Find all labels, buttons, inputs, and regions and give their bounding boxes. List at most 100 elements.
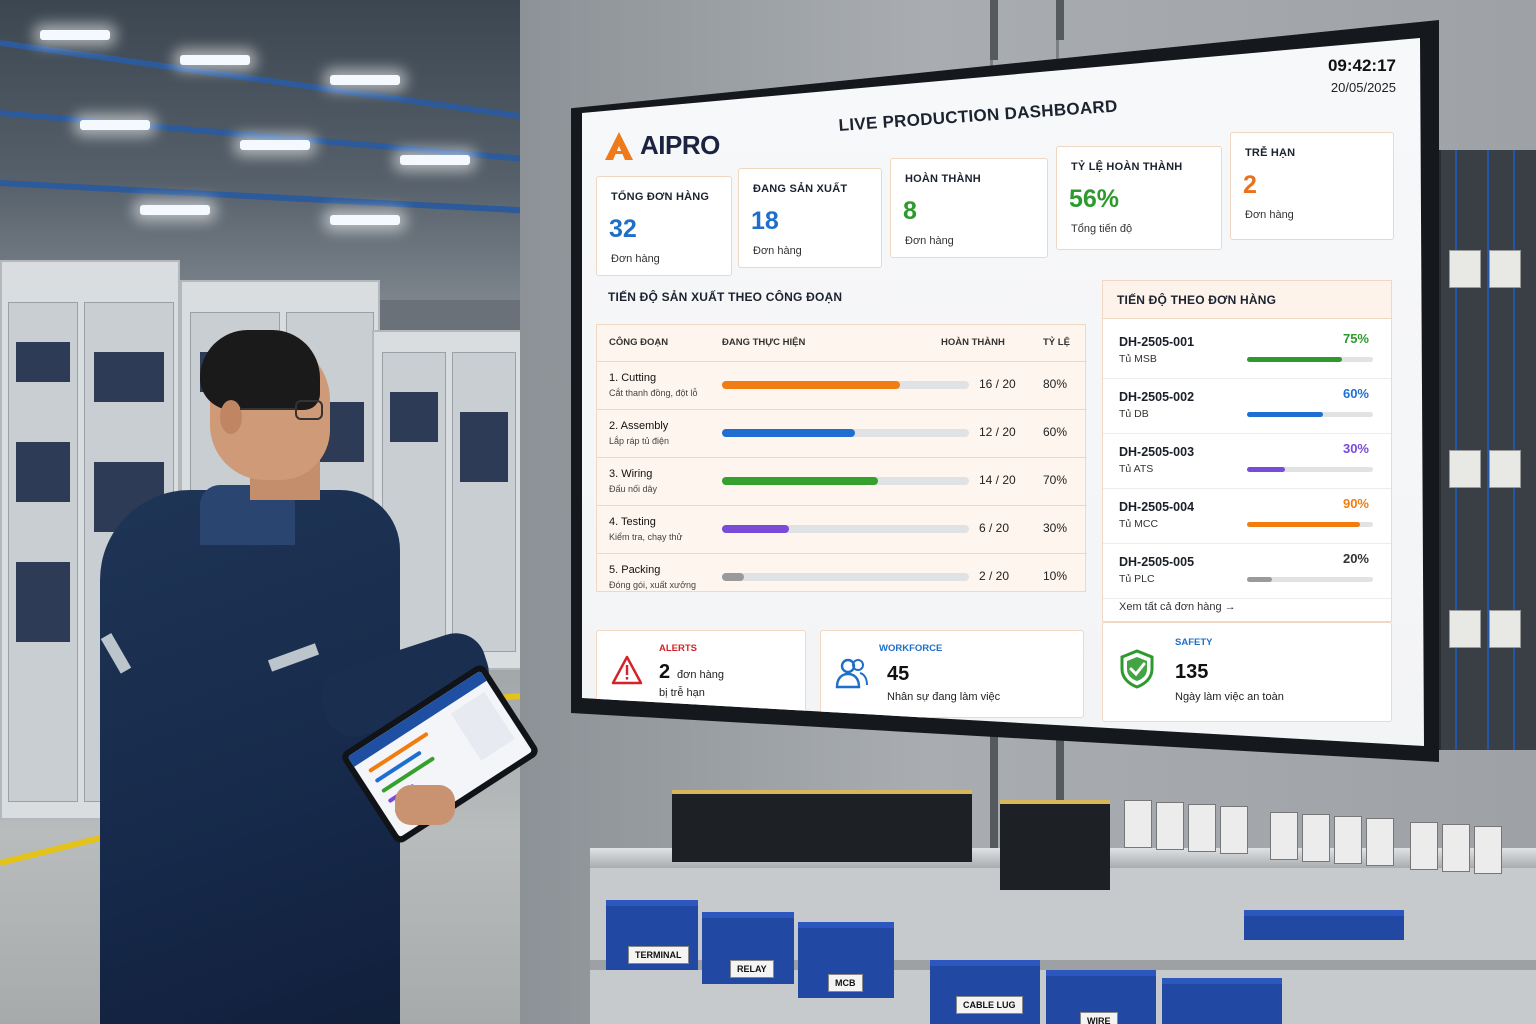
- column-header-rate: TỶ LỆ: [1043, 337, 1070, 348]
- alerts-card: ALERTS 2 đơn hàng bị trễ hạn: [596, 630, 806, 714]
- order-percent: 60%: [1342, 386, 1369, 401]
- kpi-card-completion-rate: TỶ LỆ HOÀN THÀNH 56% Tổng tiến độ: [1056, 146, 1222, 250]
- order-progress-track: [1247, 467, 1373, 472]
- stage-count: 6 / 20: [979, 521, 1010, 535]
- stage-progress-table: CÔNG ĐOẠN ĐANG THỰC HIỆN HOÀN THÀNH TỶ L…: [596, 324, 1087, 592]
- stage-count: 2 / 20: [979, 569, 1010, 583]
- order-id: DH-2505-004: [1119, 500, 1195, 514]
- safety-card: SAFETY 135 Ngày làm việc an toàn: [1102, 622, 1392, 722]
- electrical-panel: [1438, 150, 1536, 750]
- kpi-value: 56%: [1069, 185, 1120, 213]
- workforce-text: Nhân sự đang làm việc: [887, 691, 1001, 703]
- kpi-unit: Đơn hàng: [753, 245, 802, 257]
- stage-progress-fill: [722, 477, 878, 485]
- stage-progress-fill: [722, 381, 900, 389]
- bin-label: TERMINAL: [628, 946, 689, 964]
- kpi-unit: Đơn hàng: [611, 253, 660, 265]
- kpi-value: 32: [609, 215, 637, 243]
- workforce-card: WORKFORCE 45 Nhân sự đang làm việc: [820, 630, 1084, 718]
- order-cabinet-type: Tủ MCC: [1119, 518, 1159, 530]
- stage-percent: 70%: [1043, 473, 1068, 487]
- order-row[interactable]: DH-2505-002 Tủ DB 60%: [1103, 378, 1391, 434]
- stage-count: 16 / 20: [979, 377, 1016, 391]
- stage-description: Lắp ráp tủ điện: [609, 436, 670, 446]
- bin-label: RELAY: [730, 960, 774, 978]
- kpi-label: HOÀN THÀNH: [905, 173, 981, 185]
- order-progress-fill: [1247, 357, 1342, 362]
- stage-name: 5. Packing: [609, 564, 661, 576]
- stage-progress-track: [722, 429, 969, 437]
- dashboard-screen: AIPRO LIVE PRODUCTION DASHBOARD 09:42:17…: [582, 38, 1424, 746]
- kpi-card-completed: HOÀN THÀNH 8 Đơn hàng: [890, 158, 1048, 258]
- kpi-unit: Đơn hàng: [1245, 209, 1294, 221]
- stage-row: 3. Wiring Đấu nối dây 14 / 20 70%: [597, 457, 1087, 507]
- kpi-label: TỔNG ĐƠN HÀNG: [611, 191, 710, 203]
- stage-progress-track: [722, 381, 969, 389]
- stage-description: Kiểm tra, chạy thử: [609, 532, 683, 542]
- kpi-label: TRỄ HẠN: [1245, 147, 1296, 159]
- order-progress-track: [1247, 522, 1373, 527]
- clock-date: 20/05/2025: [1330, 80, 1396, 95]
- clock-time: 09:42:17: [1327, 56, 1396, 75]
- parts-bin: WIRE: [1046, 970, 1156, 1024]
- kpi-card-overdue: TRỄ HẠN 2 Đơn hàng: [1230, 132, 1394, 240]
- stage-name: 4. Testing: [609, 516, 656, 528]
- stage-row: 5. Packing Đóng gói, xuất xưởng 2 / 20 10%: [597, 553, 1087, 603]
- stage-name: 3. Wiring: [609, 468, 653, 480]
- order-row[interactable]: DH-2505-001 Tủ MSB 75%: [1103, 323, 1391, 379]
- stage-percent: 30%: [1043, 521, 1068, 535]
- order-percent: 30%: [1342, 441, 1369, 456]
- bin-label: CABLE LUG: [956, 996, 1023, 1014]
- stage-progress-fill: [722, 573, 745, 581]
- order-percent: 20%: [1342, 551, 1369, 566]
- order-id: DH-2505-002: [1119, 390, 1195, 404]
- stage-progress-track: [722, 525, 969, 533]
- kpi-value: 8: [903, 197, 917, 225]
- stage-percent: 10%: [1043, 569, 1068, 583]
- glasses: [295, 400, 323, 420]
- alerts-number: 2: [659, 661, 671, 683]
- order-percent: 90%: [1342, 496, 1369, 511]
- kpi-label: TỶ LỆ HOÀN THÀNH: [1071, 161, 1183, 173]
- factory-ceiling: [0, 0, 540, 300]
- order-row[interactable]: DH-2505-005 Tủ PLC 20%: [1103, 543, 1391, 599]
- stage-progress-title: TIẾN ĐỘ SẢN XUẤT THEO CÔNG ĐOẠN: [608, 290, 843, 304]
- column-header-in-progress: ĐANG THỰC HIỆN: [722, 337, 806, 348]
- column-header-done: HOÀN THÀNH: [941, 337, 1005, 348]
- stage-row: 2. Assembly Lắp ráp tủ điện 12 / 20 60%: [597, 409, 1087, 459]
- order-row[interactable]: DH-2505-004 Tủ MCC 90%: [1103, 488, 1391, 544]
- kpi-card-in-production: ĐANG SẢN XUẤT 18 Đơn hàng: [738, 168, 882, 268]
- brand-logo: AIPRO: [604, 130, 720, 161]
- page-title: LIVE PRODUCTION DASHBOARD: [838, 96, 1119, 135]
- stage-name: 1. Cutting: [609, 372, 657, 384]
- order-progress-fill: [1247, 467, 1285, 472]
- order-progress-track: [1247, 357, 1373, 362]
- kpi-unit: Tổng tiến độ: [1071, 223, 1133, 235]
- kpi-value: 18: [751, 207, 779, 235]
- order-percent: 75%: [1342, 331, 1369, 346]
- stage-percent: 60%: [1043, 425, 1068, 439]
- safety-number: 135: [1175, 661, 1209, 683]
- aipro-logo-icon: [604, 131, 634, 161]
- order-progress-panel: TIẾN ĐỘ THEO ĐƠN HÀNG DH-2505-001 Tủ MSB 7…: [1102, 280, 1392, 622]
- stage-progress-fill: [722, 429, 856, 437]
- order-cabinet-type: Tủ MSB: [1119, 353, 1157, 365]
- stage-description: Đấu nối dây: [609, 484, 658, 494]
- order-cabinet-type: Tủ PLC: [1119, 573, 1155, 585]
- clock: 09:42:17 20/05/2025: [1328, 56, 1396, 95]
- kpi-label: ĐANG SẢN XUẤT: [753, 183, 848, 195]
- brand-name: AIPRO: [640, 130, 720, 160]
- safety-label: SAFETY: [1175, 637, 1213, 648]
- order-cabinet-type: Tủ DB: [1119, 408, 1149, 420]
- parts-bin: RELAY: [702, 912, 794, 984]
- view-all-orders-link[interactable]: Xem tất cả đơn hàng →: [1119, 601, 1236, 613]
- bin-label: MCB: [828, 974, 863, 992]
- order-row[interactable]: DH-2505-003 Tủ ATS 30%: [1103, 433, 1391, 489]
- kpi-unit: Đơn hàng: [905, 235, 954, 247]
- stage-progress-track: [722, 573, 969, 581]
- warning-icon: [611, 655, 643, 690]
- stage-progress-track: [722, 477, 969, 485]
- shield-check-icon: [1119, 649, 1155, 694]
- alerts-text-line1: đơn hàng: [677, 669, 724, 681]
